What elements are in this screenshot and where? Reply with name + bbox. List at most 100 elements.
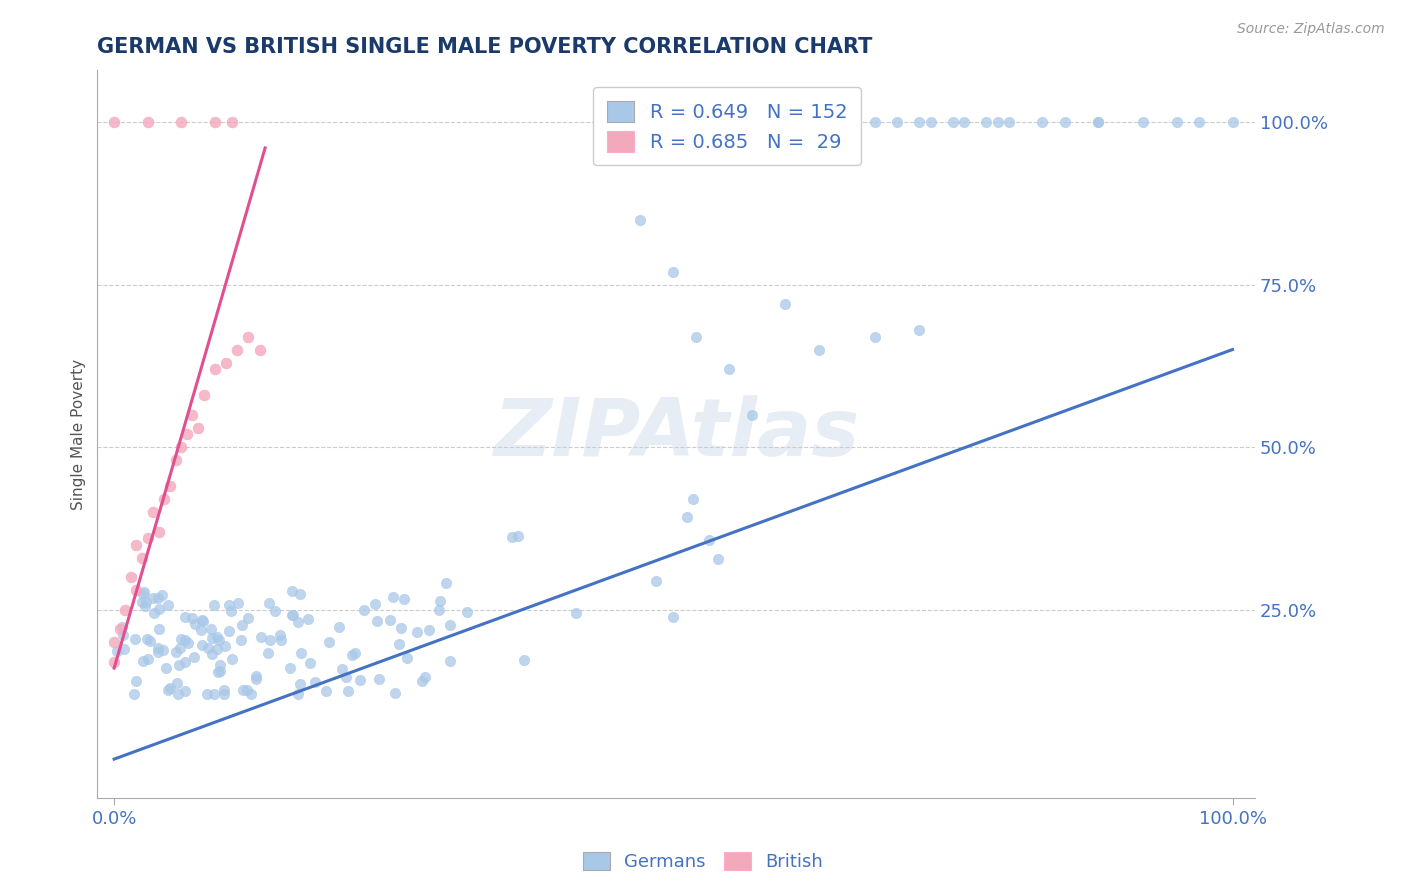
Point (886, 115, 908, 129)
Point (297, 612, 319, 626)
Point (506, 529, 529, 543)
Point (395, 650, 418, 665)
Point (565, 607, 588, 621)
Point (124, 632, 146, 647)
Text: Source: ZipAtlas.com: Source: ZipAtlas.com (1237, 22, 1385, 37)
Point (181, 408, 204, 422)
Point (418, 623, 440, 637)
Point (148, 622, 170, 636)
Point (288, 587, 311, 601)
Point (153, 491, 176, 506)
Point (136, 652, 159, 666)
Point (191, 613, 214, 627)
Point (662, 610, 685, 624)
Point (998, 115, 1021, 129)
Point (202, 687, 225, 701)
Point (405, 625, 427, 640)
Point (259, 596, 281, 610)
Point (429, 594, 451, 608)
Point (176, 427, 198, 442)
Point (250, 630, 273, 644)
Point (335, 670, 357, 684)
Point (142, 505, 165, 519)
Point (150, 588, 173, 602)
Point (682, 492, 704, 507)
Point (103, 635, 125, 649)
Point (434, 575, 457, 590)
Point (131, 595, 153, 609)
Legend: R = 0.649   N = 152, R = 0.685   N =  29: R = 0.649 N = 152, R = 0.685 N = 29 (593, 87, 860, 165)
Point (219, 604, 242, 618)
Point (169, 640, 191, 655)
Point (231, 618, 253, 632)
Point (238, 611, 260, 625)
Point (120, 570, 142, 584)
Point (229, 633, 252, 648)
Point (342, 648, 364, 662)
Point (318, 635, 340, 649)
Point (1188, 115, 1211, 129)
Text: ZIPAtlas: ZIPAtlas (494, 395, 859, 473)
Point (456, 605, 478, 619)
Point (281, 608, 304, 623)
Point (136, 632, 159, 646)
Point (697, 533, 720, 547)
Point (287, 687, 309, 701)
Point (204, 115, 226, 129)
Point (976, 115, 998, 129)
Point (908, 323, 931, 337)
Point (122, 687, 145, 701)
Point (165, 645, 187, 659)
Point (125, 583, 148, 598)
Point (156, 682, 179, 697)
Point (987, 115, 1010, 129)
Point (155, 661, 177, 675)
Point (353, 603, 375, 617)
Point (170, 440, 193, 454)
Point (214, 639, 236, 653)
Point (366, 614, 388, 628)
Point (200, 622, 222, 636)
Point (1031, 115, 1053, 129)
Point (148, 602, 170, 616)
Point (183, 617, 205, 632)
Point (256, 646, 278, 660)
Point (167, 657, 190, 672)
Point (304, 675, 326, 690)
Point (439, 618, 461, 632)
Point (131, 550, 153, 565)
Point (863, 329, 886, 343)
Point (644, 574, 666, 588)
Point (148, 524, 170, 539)
Point (288, 677, 311, 691)
Point (773, 297, 796, 311)
Point (159, 479, 181, 493)
Point (1222, 115, 1244, 129)
Point (501, 530, 523, 544)
Point (138, 634, 160, 648)
Point (226, 343, 249, 357)
Point (920, 115, 942, 129)
Point (136, 115, 159, 129)
Point (181, 611, 204, 625)
Point (942, 115, 965, 129)
Point (328, 620, 350, 634)
Point (413, 670, 436, 684)
Point (439, 654, 461, 668)
Point (382, 590, 405, 604)
Point (174, 609, 197, 624)
Point (298, 656, 321, 670)
Point (141, 591, 163, 606)
Point (205, 630, 228, 644)
Point (191, 639, 214, 653)
Point (103, 655, 125, 669)
Point (112, 642, 135, 657)
Point (208, 664, 231, 678)
Point (807, 343, 830, 357)
Point (152, 642, 174, 657)
Point (349, 673, 371, 687)
Point (513, 653, 536, 667)
Point (1087, 115, 1109, 129)
Point (741, 408, 763, 422)
Point (135, 595, 157, 609)
